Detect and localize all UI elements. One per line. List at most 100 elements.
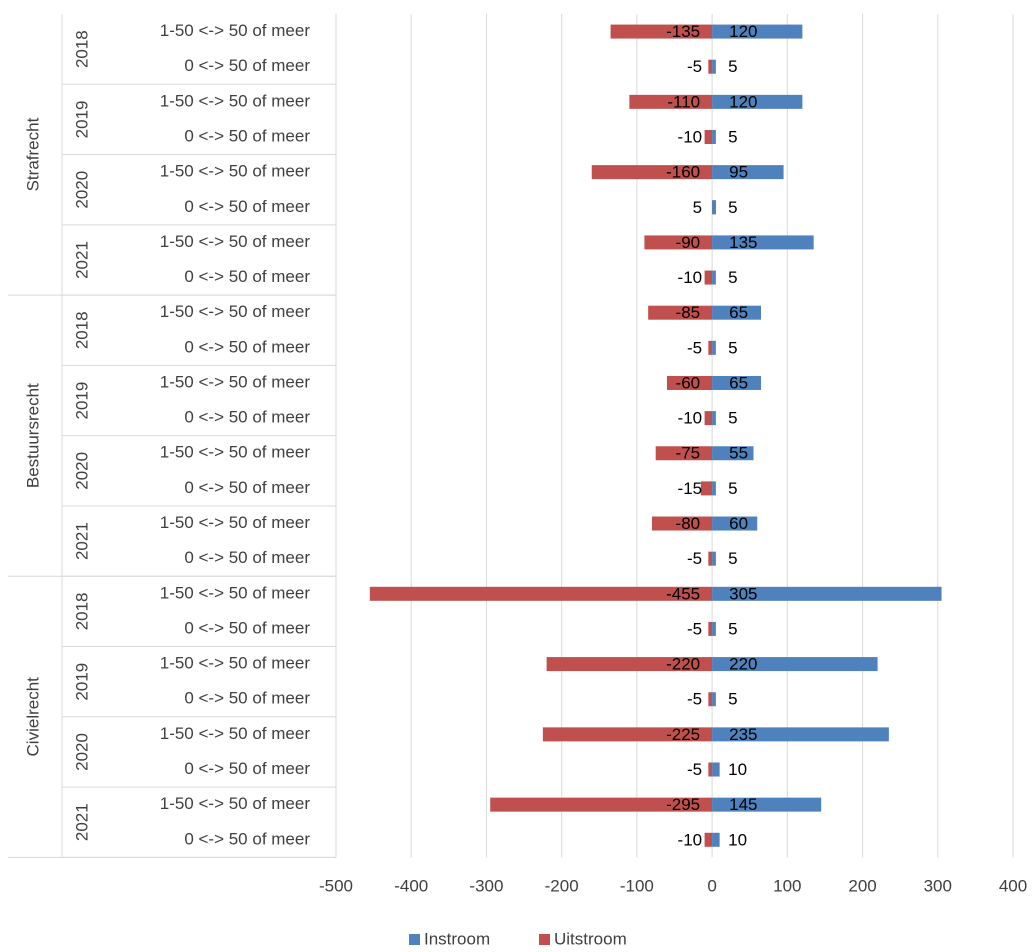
data-label-instroom: 120	[729, 22, 757, 41]
bar-uitstroom	[704, 270, 713, 285]
category-label: 0 <-> 50 of meer	[184, 829, 310, 848]
bar-uitstroom	[708, 551, 713, 566]
bar-uitstroom	[704, 129, 713, 144]
bar-uitstroom	[708, 762, 713, 777]
legend-label: Instroom	[424, 929, 490, 948]
category-label: 0 <-> 50 of meer	[184, 689, 310, 708]
bar-uitstroom	[651, 516, 713, 531]
bar-uitstroom	[591, 165, 713, 180]
data-label-instroom: 5	[728, 690, 737, 709]
bar-instroom	[712, 411, 716, 426]
year-label: 2019	[72, 101, 91, 139]
bar-uitstroom	[655, 446, 713, 461]
bar-uitstroom	[708, 692, 713, 707]
year-label: 2020	[72, 733, 91, 771]
legend-label: Uitstroom	[554, 929, 627, 948]
data-label-uitstroom: -295	[666, 795, 700, 814]
bar-instroom	[712, 797, 822, 812]
data-label-instroom: 5	[728, 619, 737, 638]
data-label-instroom: 145	[729, 795, 757, 814]
legend-swatch	[409, 934, 420, 945]
year-label: 2021	[72, 241, 91, 279]
x-tick-label: 400	[999, 876, 1027, 895]
bar-instroom	[712, 59, 716, 74]
group-label: Bestuursrecht	[23, 383, 42, 488]
data-label-instroom: 55	[729, 444, 748, 463]
bar-instroom	[712, 657, 878, 672]
category-label: 0 <-> 50 of meer	[184, 267, 310, 286]
data-label-uitstroom: -160	[666, 163, 700, 182]
category-label: 0 <-> 50 of meer	[184, 548, 310, 567]
data-label-uitstroom: -5	[687, 338, 702, 357]
bar-instroom	[712, 270, 716, 285]
data-label-uitstroom: -225	[666, 725, 700, 744]
data-label-uitstroom: -10	[678, 268, 703, 287]
data-label-instroom: 65	[729, 303, 748, 322]
category-label: 1-50 <-> 50 of meer	[160, 372, 311, 391]
category-label: 1-50 <-> 50 of meer	[160, 302, 311, 321]
x-tick-label: 0	[707, 876, 716, 895]
data-label-uitstroom: -85	[676, 303, 701, 322]
category-label: 1-50 <-> 50 of meer	[160, 654, 311, 673]
bar-uitstroom	[546, 657, 713, 672]
year-label: 2021	[72, 803, 91, 841]
x-tick-label: -400	[394, 876, 428, 895]
x-tick-label: -200	[545, 876, 579, 895]
bar-uitstroom	[666, 375, 713, 390]
data-label-uitstroom: 5	[693, 198, 702, 217]
category-label: 0 <-> 50 of meer	[184, 56, 310, 75]
bar-instroom	[712, 762, 720, 777]
data-label-instroom: 235	[729, 725, 757, 744]
bar-uitstroom	[629, 94, 713, 109]
data-label-instroom: 5	[728, 479, 737, 498]
x-tick-label: 300	[924, 876, 952, 895]
data-label-instroom: 135	[729, 233, 757, 252]
data-label-instroom: 65	[729, 373, 748, 392]
data-label-instroom: 60	[729, 514, 748, 533]
bar-instroom	[712, 481, 716, 496]
bar-instroom	[712, 165, 784, 180]
bar-instroom	[712, 621, 716, 636]
category-label: 0 <-> 50 of meer	[184, 618, 310, 637]
bar-instroom	[712, 305, 762, 320]
year-label: 2019	[72, 663, 91, 701]
bar-uitstroom	[644, 235, 713, 250]
group-label: Civielrecht	[23, 677, 42, 757]
category-label: 0 <-> 50 of meer	[184, 408, 310, 427]
data-label-instroom: 5	[728, 198, 737, 217]
bar-instroom	[712, 235, 814, 250]
x-tick-label: -500	[319, 876, 353, 895]
year-label: 2021	[72, 522, 91, 560]
bar-instroom	[712, 832, 720, 847]
bar-uitstroom	[704, 411, 713, 426]
data-label-uitstroom: -135	[666, 22, 700, 41]
bar-instroom	[712, 692, 716, 707]
category-label: 0 <-> 50 of meer	[184, 337, 310, 356]
bar-instroom	[712, 375, 762, 390]
data-label-uitstroom: -5	[687, 690, 702, 709]
bar-uitstroom	[708, 340, 713, 355]
bar-uitstroom	[700, 481, 713, 496]
data-label-uitstroom: -110	[667, 92, 700, 111]
legend-swatch	[539, 934, 550, 945]
bar-instroom	[712, 446, 754, 461]
x-tick-label: -100	[620, 876, 654, 895]
year-label: 2020	[72, 171, 91, 209]
data-label-instroom: 220	[729, 655, 757, 674]
x-tick-label: -300	[469, 876, 503, 895]
category-label: 1-50 <-> 50 of meer	[160, 724, 311, 743]
bar-instroom	[712, 94, 803, 109]
year-label: 2018	[72, 592, 91, 630]
year-label: 2018	[72, 30, 91, 68]
data-label-uitstroom: -5	[687, 57, 702, 76]
bar-uitstroom	[610, 24, 713, 39]
data-label-uitstroom: -10	[678, 409, 703, 428]
category-label: 1-50 <-> 50 of meer	[160, 232, 311, 251]
bar-uitstroom	[648, 305, 713, 320]
data-label-instroom: 5	[728, 338, 737, 357]
bar-uitstroom	[704, 832, 713, 847]
data-label-uitstroom: -15	[678, 479, 703, 498]
data-label-uitstroom: -75	[676, 444, 701, 463]
bar-instroom	[712, 200, 716, 215]
